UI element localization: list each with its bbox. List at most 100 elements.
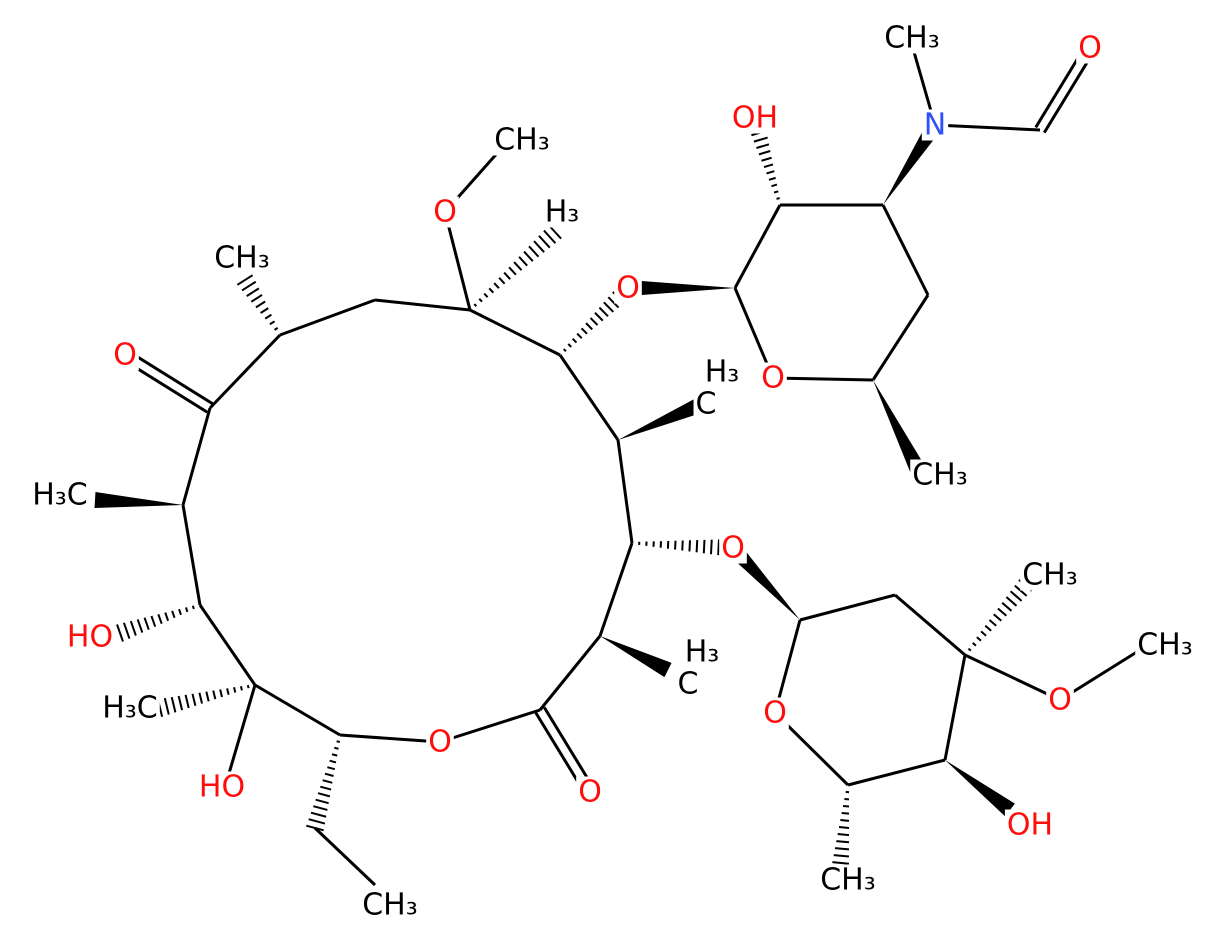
- bond: [836, 840, 850, 844]
- bond: [246, 287, 260, 297]
- atom-label: O: [433, 195, 457, 230]
- label-background: [360, 889, 420, 921]
- bond: [567, 343, 572, 348]
- bond: [439, 708, 541, 744]
- bond: [184, 607, 189, 613]
- bond: [528, 245, 540, 258]
- label-background: [1004, 809, 1056, 841]
- bond: [702, 539, 706, 554]
- bond: [871, 294, 930, 381]
- bond: [273, 327, 279, 331]
- bond: [498, 277, 506, 285]
- bond: [563, 348, 567, 353]
- label-background: [910, 459, 970, 491]
- label-background: [702, 356, 742, 388]
- bond: [833, 854, 850, 858]
- bond: [126, 349, 214, 406]
- bond: [976, 636, 982, 642]
- label-background: [1135, 629, 1195, 661]
- atom-label: CH₃: [362, 888, 418, 923]
- atom-label: N: [924, 108, 946, 143]
- bond: [607, 296, 620, 309]
- bond: [317, 792, 331, 798]
- bond: [129, 620, 137, 636]
- bond: [834, 847, 850, 851]
- bond: [254, 683, 341, 737]
- bond: [163, 697, 170, 715]
- label-background: [100, 692, 160, 724]
- bond: [443, 211, 472, 311]
- bond: [308, 818, 326, 825]
- bond: [594, 312, 604, 322]
- label-background: [921, 109, 949, 141]
- atom-label: C: [678, 667, 699, 702]
- bond: [543, 229, 557, 244]
- bond: [548, 224, 562, 240]
- bond: [310, 811, 327, 818]
- bond: [334, 746, 339, 750]
- bond: [241, 280, 257, 292]
- label-background: [542, 196, 582, 228]
- bond: [1005, 596, 1018, 607]
- atom-label: O: [578, 775, 602, 810]
- bond: [894, 593, 966, 657]
- bond: [178, 608, 182, 616]
- bond: [170, 696, 177, 713]
- bond: [181, 504, 202, 606]
- bond: [934, 123, 1041, 132]
- bond: [164, 612, 170, 622]
- bond: [873, 380, 926, 474]
- bond: [988, 619, 997, 627]
- bond: [758, 150, 771, 156]
- bond: [122, 622, 131, 639]
- bond: [847, 758, 946, 787]
- bond: [618, 397, 704, 440]
- bond: [756, 143, 770, 149]
- bond: [279, 298, 376, 337]
- bond: [469, 308, 561, 357]
- bond: [250, 294, 263, 303]
- bond: [219, 689, 223, 698]
- bond: [964, 653, 1061, 702]
- bond: [513, 261, 523, 271]
- atom-label: H₃: [545, 195, 580, 230]
- bond: [205, 691, 210, 702]
- atom-label: CH₃: [494, 123, 550, 158]
- atom-label: OH: [732, 101, 778, 136]
- bond: [523, 250, 534, 262]
- bond: [771, 183, 778, 188]
- bond: [840, 819, 850, 822]
- bond: [616, 439, 634, 544]
- bond: [984, 624, 992, 632]
- label-background: [818, 864, 878, 896]
- bond: [842, 804, 850, 808]
- bond: [766, 170, 775, 175]
- bond: [157, 613, 163, 625]
- bond: [184, 694, 190, 709]
- bond: [993, 613, 1002, 622]
- bond: [315, 798, 329, 805]
- bond: [488, 287, 495, 294]
- bond: [324, 772, 334, 777]
- bond: [483, 292, 489, 298]
- bond: [339, 733, 441, 744]
- bond: [838, 826, 850, 829]
- atom-label: C: [696, 387, 717, 422]
- bond: [246, 684, 250, 689]
- bond: [571, 338, 578, 344]
- bond: [753, 136, 768, 143]
- atom-label: O: [428, 725, 452, 760]
- bond: [264, 313, 272, 320]
- bond: [473, 303, 478, 307]
- bond: [558, 354, 620, 441]
- bond: [198, 692, 203, 704]
- atom-label: O: [616, 271, 640, 306]
- bond: [223, 684, 257, 788]
- bond: [761, 156, 772, 162]
- bond: [226, 688, 230, 696]
- bond: [733, 204, 782, 289]
- atom-label: OH: [1007, 808, 1053, 843]
- bond: [374, 298, 471, 312]
- bond: [136, 619, 144, 633]
